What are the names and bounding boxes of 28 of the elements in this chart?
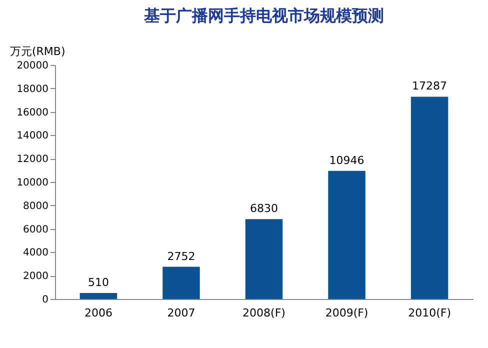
data-label: 6830 (250, 202, 278, 216)
bar (162, 266, 200, 299)
y-tick-label: 6000 (23, 224, 48, 236)
data-label: 2752 (167, 250, 196, 263)
data-label: 510 (88, 276, 109, 290)
x-tick-label: 2007 (167, 306, 196, 320)
x-tick-label: 2009(F) (325, 306, 368, 320)
bar (245, 219, 283, 299)
y-axis-title: 万元(RMB) (10, 45, 66, 58)
y-tick-label: 16000 (16, 107, 48, 118)
chart-title: 基于广播网手持电视市场规模预测 (143, 6, 384, 25)
y-tick-label: 12000 (16, 154, 48, 166)
data-label: 17287 (412, 80, 448, 93)
x-tick-label: 2006 (84, 306, 112, 320)
y-tick-label: 0 (42, 294, 48, 306)
y-tick-label: 4000 (23, 248, 48, 259)
y-tick-label: 18000 (16, 84, 48, 95)
data-label: 10946 (329, 154, 364, 167)
bar (410, 96, 448, 299)
y-tick-label: 14000 (16, 130, 48, 142)
y-tick-label: 20000 (16, 60, 48, 72)
y-tick-label: 2000 (23, 271, 48, 282)
y-tick-label: 8000 (23, 200, 48, 212)
x-tick-label: 2010(F) (408, 306, 451, 320)
bar (328, 170, 366, 299)
bar (80, 293, 118, 299)
y-tick-label: 10000 (16, 178, 48, 188)
x-tick-label: 2008(F) (242, 306, 286, 320)
